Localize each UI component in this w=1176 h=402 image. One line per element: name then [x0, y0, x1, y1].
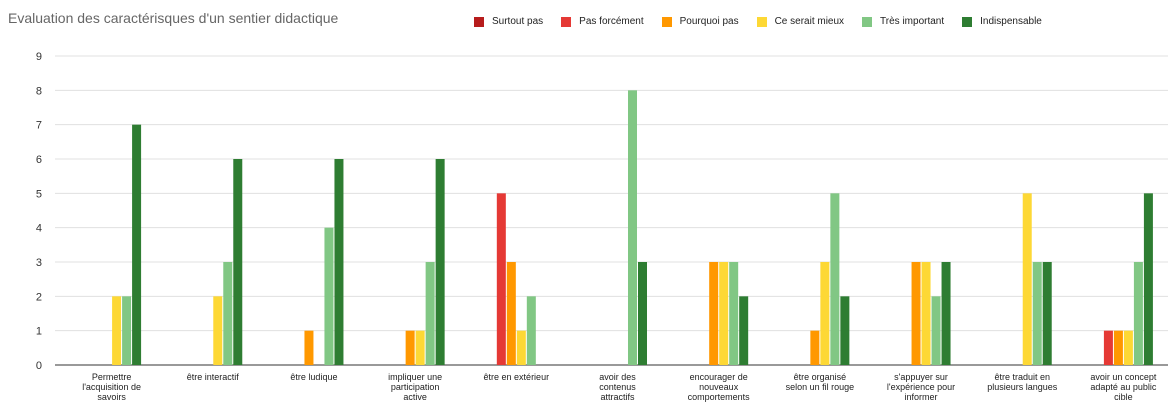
bar: [941, 262, 951, 365]
y-tick-label: 7: [36, 120, 42, 132]
x-category-label: participation: [391, 382, 440, 392]
bar: [506, 262, 516, 365]
bar: [425, 262, 435, 365]
bar: [810, 330, 820, 365]
legend-label-indispensable: Indispensable: [980, 16, 1042, 27]
legend-item-pourquoi-pas[interactable]: Pourquoi pas: [661, 16, 739, 27]
bar: [435, 159, 445, 365]
bar: [132, 124, 142, 366]
legend-item-pas-forcement[interactable]: Pas forcément: [561, 16, 644, 27]
x-category-label: être ludique: [290, 372, 337, 382]
bar: [1032, 262, 1042, 365]
bar: [1133, 262, 1143, 365]
bar: [830, 193, 840, 365]
legend-swatch-tres-important: [862, 16, 873, 27]
bar: [324, 227, 334, 365]
legend-swatch-surtout-pas: [474, 16, 484, 27]
bar: [931, 296, 941, 365]
y-tick-label: 8: [36, 85, 42, 97]
y-tick-label: 5: [36, 188, 42, 200]
legend-swatch-pas-forcement: [561, 16, 572, 27]
y-tick-label: 9: [36, 51, 42, 63]
y-tick-label: 4: [36, 223, 42, 235]
x-category-label: l'acquisition de: [82, 382, 141, 392]
bar: [1042, 262, 1052, 365]
x-category-label: comportements: [688, 392, 751, 402]
legend-label-ce-serait-mieux: Ce serait mieux: [774, 16, 845, 27]
bar: [334, 159, 344, 365]
bar: [1103, 330, 1113, 365]
legend-label-surtout-pas: Surtout pas: [492, 16, 544, 27]
y-tick-label: 2: [36, 291, 42, 303]
bar: [921, 262, 931, 365]
bar: [840, 296, 850, 365]
bar: [496, 193, 506, 365]
legend-item-surtout-pas[interactable]: Surtout pas: [474, 16, 543, 27]
bar: [112, 296, 122, 365]
x-category-label: attractifs: [600, 392, 635, 402]
y-tick-label: 3: [36, 257, 42, 269]
y-tick-label: 0: [36, 360, 42, 372]
legend-item-ce-serait-mieux[interactable]: Ce serait mieux: [756, 16, 845, 27]
x-category-label: savoirs: [97, 392, 126, 402]
bar: [911, 262, 921, 365]
bar: [516, 330, 526, 365]
legend-item-indispensable[interactable]: Indispensable: [962, 16, 1042, 27]
x-category-label: informer: [905, 392, 938, 402]
y-tick-label: 6: [36, 154, 42, 166]
x-category-label: avoir des: [599, 372, 636, 382]
x-category-label: active: [403, 392, 427, 402]
chart-title: Evaluation des caractérisques d'un senti…: [8, 10, 339, 26]
bar: [1113, 330, 1123, 365]
bar: [1022, 193, 1032, 365]
y-tick-label: 1: [36, 326, 42, 338]
legend-swatch-indispensable: [962, 16, 973, 27]
bar: [739, 296, 749, 365]
bar: [122, 296, 132, 365]
legend-swatch-ce-serait-mieux: [756, 16, 767, 27]
bar: [233, 159, 243, 365]
bar: [729, 262, 739, 365]
bar: [638, 262, 647, 365]
x-category-label: adapté au public: [1090, 382, 1157, 392]
bar: [526, 296, 536, 365]
x-category-label: nouveaux: [699, 382, 739, 392]
bar: [709, 262, 719, 365]
bar: [223, 262, 233, 365]
x-category-label: selon un fil rouge: [786, 382, 855, 392]
x-category-label: être organisé: [794, 372, 847, 382]
legend-label-tres-important: Très important: [880, 16, 945, 27]
x-category-label: être en extérieur: [484, 372, 550, 382]
x-category-label: cible: [1114, 392, 1133, 402]
x-category-label: encourager de: [690, 372, 748, 382]
legend-label-pas-forcement: Pas forcément: [579, 16, 644, 27]
bar: [719, 262, 729, 365]
x-category-label: être traduit en: [994, 372, 1050, 382]
bar: [415, 330, 425, 365]
bar: [1123, 330, 1133, 365]
x-category-label: être interactif: [187, 372, 240, 382]
bar: [304, 330, 314, 365]
legend-label-pourquoi-pas: Pourquoi pas: [679, 16, 739, 27]
x-category-label: s'appuyer sur: [894, 372, 948, 382]
x-category-label: impliquer une: [388, 372, 442, 382]
x-category-label: contenus: [599, 382, 636, 392]
bar: [628, 90, 637, 365]
bar: [213, 296, 223, 365]
x-category-label: avoir un concept: [1090, 372, 1157, 382]
bar: [820, 262, 830, 365]
x-category-label: plusieurs langues: [987, 382, 1058, 392]
x-category-label: Permettre: [92, 372, 132, 382]
bar: [1143, 193, 1153, 365]
chart-legend: Surtout pas Pas forcément Pourquoi pas C…: [474, 16, 1042, 27]
legend-swatch-pourquoi-pas: [661, 16, 672, 27]
legend-item-tres-important[interactable]: Très important: [862, 16, 944, 27]
x-category-label: l'expérience pour: [887, 382, 955, 392]
bar: [405, 330, 415, 365]
